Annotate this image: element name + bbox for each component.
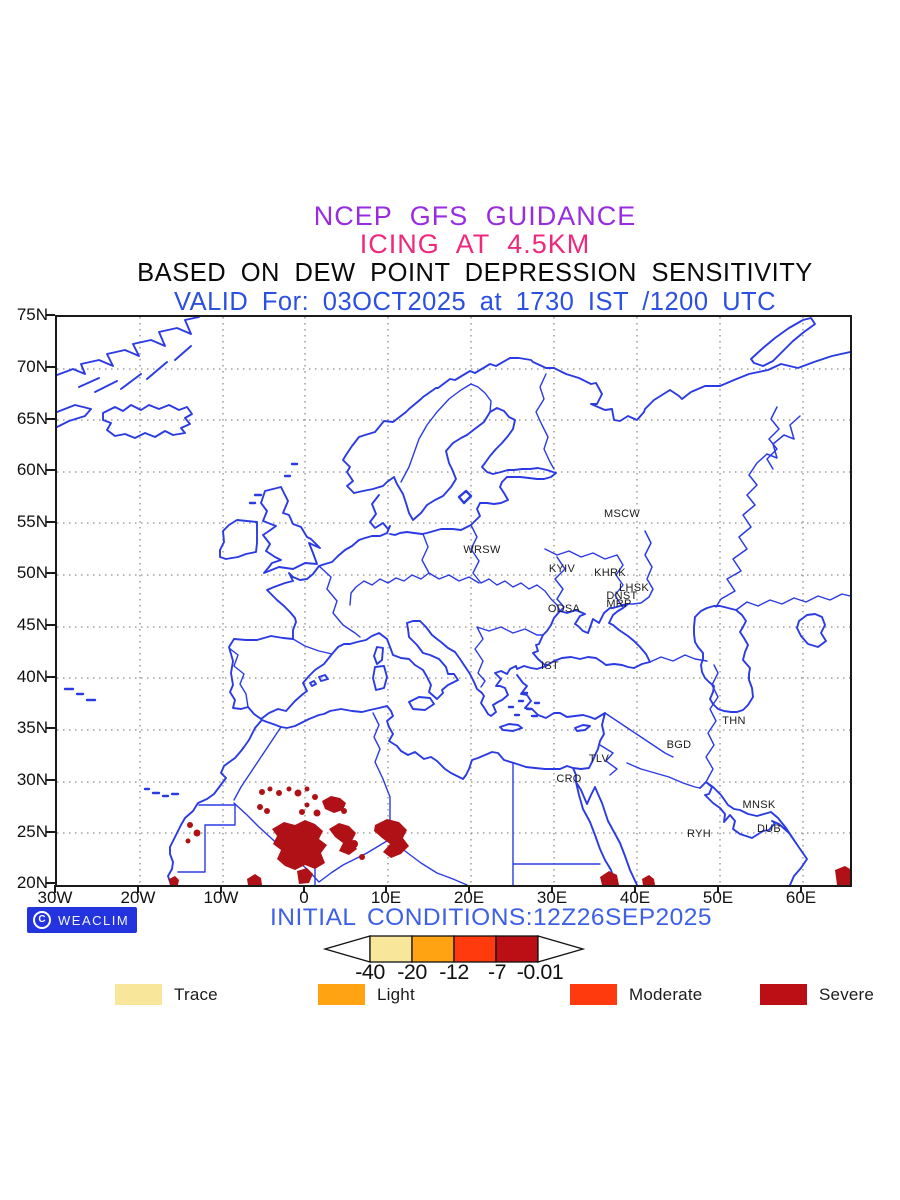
lat-tick-55N [46, 521, 55, 523]
lon-tick-30W [54, 885, 56, 893]
colorbar-light-segment [411, 935, 455, 963]
lon-tick-10E [385, 885, 387, 893]
lon-label-50E: 50E [702, 888, 734, 907]
lat-label-70N: 70N [16, 357, 48, 376]
icing-severe-areas [169, 786, 850, 885]
lat-label-20N: 20N [16, 873, 48, 892]
coastlines [57, 317, 850, 885]
legend-swatch-moderate [570, 984, 617, 1005]
gridlines [57, 317, 850, 885]
map-plot-area: MSCW WRSW KYIV KHRK LHSK DNST MRP ODSA IST THN BGD… [55, 315, 852, 887]
lat-label-50N: 50N [16, 563, 48, 582]
legend-label-light: Light [377, 985, 415, 1004]
coast-west-europe [228, 539, 360, 720]
country-borders [177, 373, 850, 885]
lon-tick-0 [303, 885, 305, 893]
lat-tick-35N [46, 727, 55, 729]
legend-swatch-light [318, 984, 365, 1005]
islands-small [63, 462, 541, 798]
lat-label-60N: 60N [16, 460, 48, 479]
lat-tick-40N [46, 676, 55, 678]
coast-turkey-levant-nafrica [261, 674, 606, 780]
lat-label-75N: 75N [16, 305, 48, 324]
coast-ireland [219, 519, 258, 560]
lat-label-40N: 40N [16, 667, 48, 686]
lon-label-40E: 40E [619, 888, 651, 907]
rivers [554, 406, 801, 612]
title-valid-time: VALID For: 03OCT2025 at 1730 IST /1200 U… [173, 288, 777, 316]
coast-arabia-gulf [699, 781, 808, 885]
lat-tick-30N [46, 779, 55, 781]
colorbar-value--12: -12 [439, 960, 469, 984]
colorbar-value--0.01: -0.01 [516, 960, 564, 984]
lat-label-30N: 30N [16, 770, 48, 789]
title-method: BASED ON DEW POINT DEPRESSION SENSITIVIT… [137, 259, 813, 287]
coast-denmark [358, 494, 391, 541]
coast-iceland [102, 404, 193, 439]
lon-label-10W: 10W [203, 888, 239, 907]
legend-label-moderate: Moderate [629, 985, 703, 1004]
coast-sinai-redsea [572, 767, 638, 885]
lon-tick-30E [551, 885, 553, 893]
lon-tick-20E [468, 885, 470, 893]
lon-tick-40E [634, 885, 636, 893]
lon-tick-10W [220, 885, 222, 893]
colorbar-severe-segment [495, 935, 539, 963]
lat-label-35N: 35N [16, 718, 48, 737]
coast-aral [796, 613, 827, 648]
coast-med-north [260, 620, 459, 720]
title-model: NCEP GFS GUIDANCE [313, 201, 637, 231]
lon-tick-20W [137, 885, 139, 893]
lat-label-25N: 25N [16, 822, 48, 841]
lat-label-55N: 55N [16, 512, 48, 531]
lat-tick-25N [46, 831, 55, 833]
lon-label-30W: 30W [37, 888, 73, 907]
lon-tick-60E [800, 885, 802, 893]
lon-label-20W: 20W [120, 888, 156, 907]
lat-tick-45N [46, 624, 55, 626]
coast-greenland [57, 317, 200, 428]
initial-conditions-text: INITIAL CONDITIONS:12Z26SEP2025 [270, 904, 713, 931]
title-product: ICING AT 4.5KM [359, 229, 591, 259]
colorbar-right-arrow [537, 935, 586, 963]
lon-label-60E: 60E [785, 888, 817, 907]
lon-tick-50E [717, 885, 719, 893]
coast-morocco-wafrica [167, 720, 262, 885]
colorbar-value--20: -20 [397, 960, 427, 984]
weaclim-logo: C WEACLIM [27, 907, 137, 933]
coast-balkans-blacksea [419, 603, 651, 717]
copyright-circle-icon: C [33, 911, 51, 929]
lat-tick-65N [46, 418, 55, 420]
colorbar-left-arrow [322, 935, 371, 963]
lat-tick-60N [46, 469, 55, 471]
legend-label-severe: Severe [819, 985, 875, 1004]
map-svg [57, 317, 850, 885]
colorbar-value--7: -7 [487, 960, 507, 984]
legend-swatch-trace [115, 984, 162, 1005]
lat-label-45N: 45N [16, 615, 48, 634]
lat-tick-20N [46, 882, 55, 884]
coast-novaya-zemlya [750, 317, 816, 367]
lat-tick-75N [46, 314, 55, 316]
coast-britain [260, 486, 321, 574]
legend-swatch-severe [760, 984, 807, 1005]
colorbar [322, 935, 586, 963]
lon-label-30E: 30E [536, 888, 568, 907]
lon-label-10E: 10E [370, 888, 402, 907]
lon-label-20E: 20E [453, 888, 485, 907]
lon-label-0: 0 [299, 888, 309, 907]
lat-tick-50N [46, 572, 55, 574]
colorbar-moderate-segment [453, 935, 497, 963]
legend-label-trace: Trace [174, 985, 218, 1004]
colorbar-trace-segment [369, 935, 413, 963]
coast-caspian [693, 605, 754, 713]
coast-norway-arctic [342, 351, 850, 494]
logo-text: WEACLIM [58, 912, 130, 928]
colorbar-value--40: -40 [355, 960, 385, 984]
lat-label-65N: 65N [16, 409, 48, 428]
islands-med [309, 646, 591, 732]
lat-tick-70N [46, 366, 55, 368]
